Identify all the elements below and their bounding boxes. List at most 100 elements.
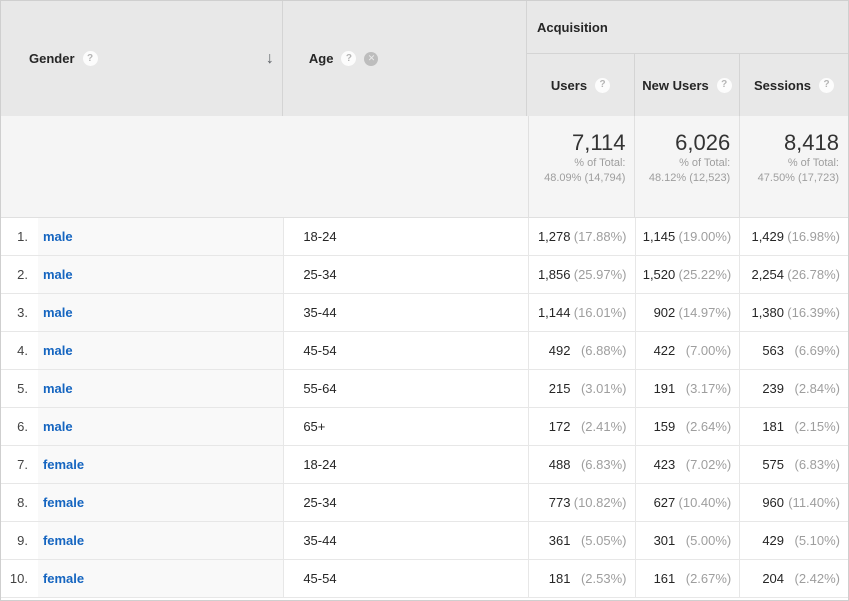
age-cell: 35-44	[283, 522, 527, 559]
gender-link[interactable]: male	[42, 343, 73, 358]
sessions-pct: (11.40%)	[788, 495, 841, 510]
table-row: 5. male 55-64 215 (3.01%) 191 (3.17%) 239 (…	[1, 370, 848, 408]
new-users-value: 1,520	[642, 267, 676, 282]
sessions-value: 1,429	[751, 229, 785, 244]
gender-column-label: Gender	[29, 51, 75, 66]
users-value: 181	[548, 571, 571, 586]
new-users-cell: 627 (10.40%)	[634, 484, 740, 521]
new-users-value: 191	[653, 381, 676, 396]
new-users-value: 627	[653, 495, 676, 510]
gender-cell: female	[37, 484, 284, 521]
users-pct: (2.41%)	[580, 419, 627, 434]
sessions-pct: (2.84%)	[794, 381, 841, 396]
age-help-icon[interactable]: ?	[341, 51, 357, 66]
new-users-help-icon[interactable]: ?	[716, 77, 732, 93]
new-users-total-cell: 6,026 % of Total: 48.12% (12,523)	[634, 116, 739, 217]
sessions-cell: 429 (5.10%)	[739, 522, 848, 559]
row-index: 3.	[17, 305, 28, 320]
sessions-pct: (5.10%)	[794, 533, 841, 548]
users-pct: (17.88%)	[573, 229, 627, 244]
table-row: 4. male 45-54 492 (6.88%) 422 (7.00%) 563 (…	[1, 332, 848, 370]
sessions-value: 429	[762, 533, 785, 548]
table-row: 2. male 25-34 1,856 (25.97%) 1,520 (25.22%…	[1, 256, 848, 294]
sessions-pct: (16.98%)	[787, 229, 841, 244]
new-users-total-detail: 48.12% (12,523)	[648, 172, 731, 184]
gender-cell: female	[37, 560, 284, 597]
gender-column-header[interactable]: Gender ? ↓	[1, 1, 283, 116]
sessions-pct: (26.78%)	[787, 267, 841, 282]
gender-cell: female	[37, 446, 284, 483]
sessions-column-header[interactable]: Sessions ?	[739, 54, 848, 116]
new-users-cell: 423 (7.02%)	[634, 446, 740, 483]
gender-link[interactable]: male	[42, 381, 73, 396]
sessions-pct: (16.39%)	[787, 305, 841, 320]
gender-link[interactable]: male	[42, 229, 73, 244]
users-cell: 1,856 (25.97%)	[527, 256, 635, 293]
sessions-cell: 960 (11.40%)	[739, 484, 848, 521]
gender-link[interactable]: female	[42, 533, 85, 548]
new-users-value: 161	[653, 571, 676, 586]
sessions-cell: 1,380 (16.39%)	[739, 294, 848, 331]
new-users-cell: 902 (14.97%)	[634, 294, 740, 331]
new-users-total-value: 6,026	[675, 130, 731, 155]
row-index: 10.	[9, 571, 28, 586]
table-header: Gender ? ↓ Age ? ✕ Acquisition Users ? N…	[1, 1, 848, 116]
age-column-header[interactable]: Age ? ✕	[283, 1, 527, 116]
new-users-cell: 159 (2.64%)	[634, 408, 740, 445]
users-cell: 492 (6.88%)	[527, 332, 635, 369]
new-users-pct: (10.40%)	[678, 495, 732, 510]
gender-help-icon[interactable]: ?	[82, 51, 98, 66]
users-value: 215	[548, 381, 571, 396]
gender-link[interactable]: male	[42, 267, 73, 282]
sessions-total-label: % of Total:	[787, 157, 839, 169]
users-cell: 1,278 (17.88%)	[527, 218, 635, 255]
users-cell: 488 (6.83%)	[527, 446, 635, 483]
users-cell: 361 (5.05%)	[527, 522, 635, 559]
gender-link[interactable]: male	[42, 419, 73, 434]
new-users-value: 1,145	[642, 229, 676, 244]
new-users-pct: (25.22%)	[678, 267, 732, 282]
gender-link[interactable]: female	[42, 495, 85, 510]
row-index: 5.	[17, 381, 28, 396]
gender-cell: male	[37, 218, 284, 255]
users-value: 1,144	[537, 305, 571, 320]
users-cell: 215 (3.01%)	[527, 370, 635, 407]
gender-cell: male	[37, 370, 284, 407]
sessions-value: 2,254	[751, 267, 785, 282]
row-index: 1.	[17, 229, 28, 244]
sessions-total-cell: 8,418 % of Total: 47.50% (17,723)	[739, 116, 848, 217]
row-index: 4.	[17, 343, 28, 358]
sessions-value: 181	[762, 419, 785, 434]
users-pct: (16.01%)	[573, 305, 627, 320]
users-help-icon[interactable]: ?	[595, 77, 611, 93]
age-cell: 55-64	[283, 370, 527, 407]
gender-link[interactable]: male	[42, 305, 73, 320]
age-cell: 35-44	[283, 294, 527, 331]
age-cell: 18-24	[283, 218, 527, 255]
sessions-value: 204	[762, 571, 785, 586]
sessions-help-icon[interactable]: ?	[819, 77, 835, 93]
gender-cell: male	[37, 408, 284, 445]
age-column-label: Age	[308, 51, 334, 66]
new-users-pct: (2.67%)	[685, 571, 732, 586]
age-cell: 45-54	[283, 332, 527, 369]
users-value: 492	[548, 343, 571, 358]
sessions-pct: (2.15%)	[794, 419, 841, 434]
users-value: 773	[548, 495, 571, 510]
sessions-total-value: 8,418	[783, 130, 839, 155]
gender-link[interactable]: female	[42, 457, 85, 472]
sessions-cell: 1,429 (16.98%)	[739, 218, 848, 255]
users-pct: (6.83%)	[580, 457, 627, 472]
gender-link[interactable]: female	[42, 571, 85, 586]
age-cell: 25-34	[283, 484, 527, 521]
new-users-column-header[interactable]: New Users ?	[634, 54, 739, 116]
users-cell: 1,144 (16.01%)	[527, 294, 635, 331]
users-column-label: Users	[550, 77, 588, 93]
remove-secondary-dimension-icon[interactable]: ✕	[364, 51, 379, 66]
new-users-pct: (14.97%)	[678, 305, 732, 320]
sort-descending-icon[interactable]: ↓	[265, 49, 274, 67]
table-row: 1. male 18-24 1,278 (17.88%) 1,145 (19.00%…	[1, 218, 848, 256]
users-total-label: % of Total:	[574, 157, 626, 169]
users-column-header[interactable]: Users ?	[527, 54, 634, 116]
